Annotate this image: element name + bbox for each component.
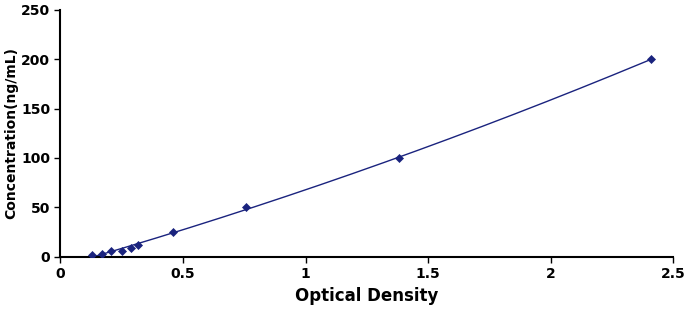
X-axis label: Optical Density: Optical Density [295,287,439,305]
Y-axis label: Concentration(ng/mL): Concentration(ng/mL) [4,47,18,219]
